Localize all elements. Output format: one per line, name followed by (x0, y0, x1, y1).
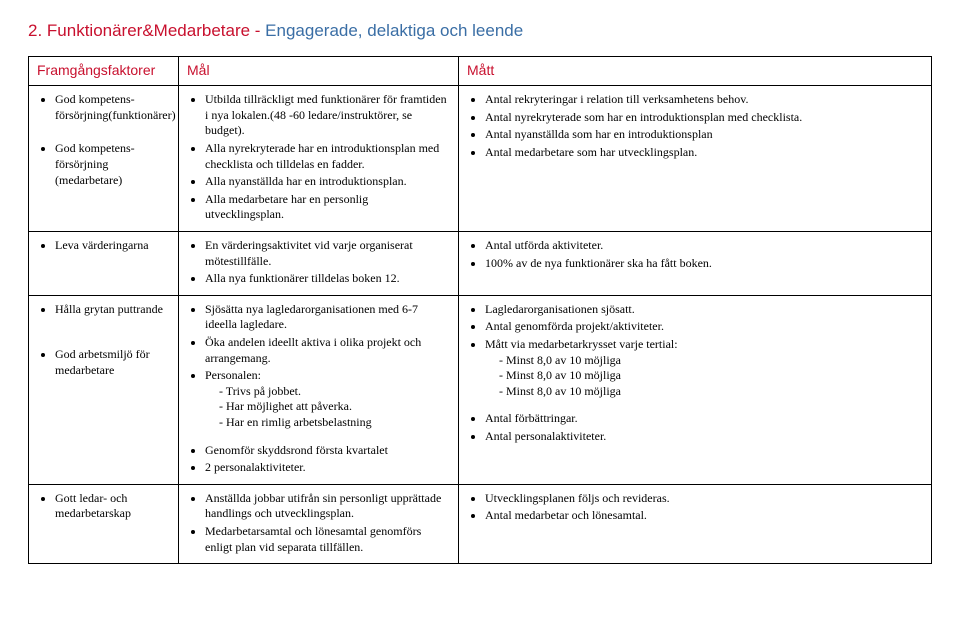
header-col3: Mått (459, 57, 932, 86)
list-item: Utvecklingsplanen följs och revideras. (485, 491, 923, 507)
list-item: Antal medarbetar och lönesamtal. (485, 508, 923, 524)
list-item: Genomför skyddsrond första kvartalet (205, 443, 450, 459)
list-item: En värderingsaktivitet vid varje organis… (205, 238, 450, 269)
list-item: 2 personalaktiviteter. (205, 460, 450, 476)
list-item: Sjösätta nya lagledarorganisationen med … (205, 302, 450, 333)
list-item: Personalen: Trivs på jobbet. Har möjligh… (205, 368, 450, 430)
table-row: God kompetens-försörjning(funktionärer) … (29, 86, 932, 232)
list-item-head: Personalen: (205, 368, 261, 382)
page-title: 2. Funktionärer&Medarbetare - Engagerade… (28, 20, 932, 42)
list-item: Antal nyrekryterade som har en introdukt… (485, 110, 923, 126)
main-table: Framgångsfaktorer Mål Mått God kompetens… (28, 56, 932, 564)
sub-item: Har möjlighet att påverka. (219, 399, 450, 415)
list-item: Lagledarorganisationen sjösatt. (485, 302, 923, 318)
sub-item: Minst 8,0 av 10 möjliga (499, 384, 923, 400)
list-item: Mått via medarbetarkrysset varje tertial… (485, 337, 923, 399)
header-col1: Framgångsfaktorer (29, 57, 179, 86)
list-item: Antal nyanställda som har en introduktio… (485, 127, 923, 143)
list-item: Utbilda tillräckligt med funktionärer fö… (205, 92, 450, 139)
table-row: Hålla grytan puttrande God arbetsmiljö f… (29, 295, 932, 484)
sub-item: Minst 8,0 av 10 möjliga (499, 353, 923, 369)
list-item: Alla medarbetare har en personlig utveck… (205, 192, 450, 223)
table-row: Gott ledar- och medarbetarskap Anställda… (29, 484, 932, 563)
table-row: Leva värderingarna En värderingsaktivite… (29, 232, 932, 296)
title-part2: Engagerade, delaktiga och leende (265, 21, 523, 40)
list-item: God kompetens-försörjning(funktionärer) (55, 92, 170, 123)
sub-item: Trivs på jobbet. (219, 384, 450, 400)
list-item: Öka andelen ideellt aktiva i olika proje… (205, 335, 450, 366)
list-item: Antal medarbetare som har utvecklingspla… (485, 145, 923, 161)
list-item: God arbetsmiljö för medarbetare (55, 347, 170, 378)
list-item: God kompetens-försörjning (medarbetare) (55, 141, 170, 188)
list-item: Gott ledar- och medarbetarskap (55, 491, 170, 522)
list-item: Alla nya funktionärer tilldelas boken 12… (205, 271, 450, 287)
list-item: Leva värderingarna (55, 238, 170, 254)
list-item: Anställda jobbar utifrån sin personligt … (205, 491, 450, 522)
list-item: Antal utförda aktiviteter. (485, 238, 923, 254)
list-item: 100% av de nya funktionärer ska ha fått … (485, 256, 923, 272)
list-item: Antal förbättringar. (485, 411, 923, 427)
list-item: Medarbetarsamtal och lönesamtal genomför… (205, 524, 450, 555)
title-part1: 2. Funktionärer&Medarbetare - (28, 21, 265, 40)
sub-item: Har en rimlig arbetsbelastning (219, 415, 450, 431)
list-item: Antal personalaktiviteter. (485, 429, 923, 445)
header-col2: Mål (179, 57, 459, 86)
list-item: Alla nyanställda har en introduktionspla… (205, 174, 450, 190)
sub-item: Minst 8,0 av 10 möjliga (499, 368, 923, 384)
list-item: Antal rekryteringar i relation till verk… (485, 92, 923, 108)
list-item-head: Mått via medarbetarkrysset varje tertial… (485, 337, 678, 351)
list-item: Alla nyrekryterade har en introduktionsp… (205, 141, 450, 172)
list-item: Hålla grytan puttrande (55, 302, 170, 318)
list-item: Antal genomförda projekt/aktiviteter. (485, 319, 923, 335)
